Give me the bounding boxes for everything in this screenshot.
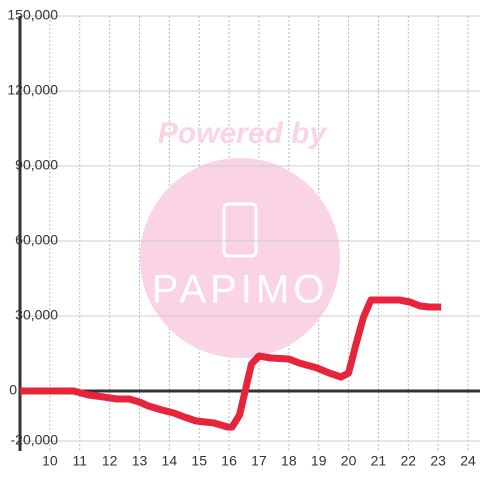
x-tick-label: 11 [72,453,87,469]
watermark-logo: PAPIMO [152,268,329,312]
x-tick-label: 23 [430,453,446,469]
x-tick-label: 24 [460,453,476,469]
x-tick-label: 10 [42,453,58,469]
x-tick-label: 12 [102,453,118,469]
watermark-circle [140,158,340,358]
watermark-icon [222,202,258,258]
y-tick-label: -20,000 [11,432,59,448]
x-tick-label: 19 [311,453,327,469]
line [20,296,442,431]
x-tick-label: 16 [221,453,237,469]
y-tick-label: 120,000 [7,82,58,98]
y-tick-label: 0 [9,382,17,398]
y-tick-label: 90,000 [15,157,58,173]
y-tick-label: 30,000 [15,307,58,323]
y-tick-label: 60,000 [15,232,58,248]
x-tick-label: 22 [401,453,417,469]
x-tick-label: 20 [341,453,357,469]
x-tick-label: 13 [132,453,148,469]
x-tick-label: 18 [281,453,297,469]
watermark-text: Powered by [158,117,328,150]
watermark: Powered by PAPIMO [140,117,340,358]
x-tick-label: 15 [191,453,207,469]
x-tick-label: 14 [162,453,178,469]
x-tick-label: 17 [251,453,267,469]
x-tick-label: 21 [371,453,387,469]
y-tick-label: 150,000 [7,7,58,23]
